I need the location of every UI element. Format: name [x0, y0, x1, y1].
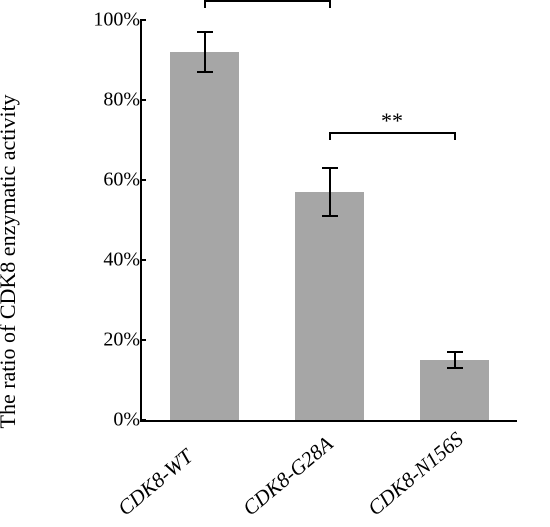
error-cap	[447, 367, 463, 369]
error-cap	[197, 71, 213, 73]
bar	[170, 52, 239, 420]
y-axis-label: The ratio of CDK8 enzymatic activity	[0, 94, 21, 428]
y-tick-mark	[140, 179, 146, 181]
y-tick-label: 80%	[85, 89, 140, 112]
y-tick-label: 20%	[85, 329, 140, 352]
bar	[420, 360, 489, 420]
significance-tick	[329, 0, 331, 8]
y-tick-mark	[140, 19, 146, 21]
error-bar	[329, 168, 331, 216]
y-tick-mark	[140, 99, 146, 101]
y-tick-mark	[140, 339, 146, 341]
plot: ***** 0%20%40%60%80%100%	[85, 20, 515, 420]
y-tick-label: 100%	[85, 9, 140, 32]
error-bar	[454, 352, 456, 368]
error-cap	[322, 167, 338, 169]
significance-label: **	[381, 108, 403, 134]
significance-tick	[204, 0, 206, 8]
error-cap	[322, 215, 338, 217]
error-cap	[447, 351, 463, 353]
significance-tick	[454, 132, 456, 140]
error-bar	[204, 32, 206, 72]
significance-tick	[329, 132, 331, 140]
significance-label: *	[262, 0, 273, 2]
x-axis-label: CDK8-N156S	[363, 427, 468, 521]
y-tick-label: 40%	[85, 249, 140, 272]
y-tick-mark	[140, 259, 146, 261]
y-tick-label: 0%	[85, 409, 140, 432]
x-axis-label: CDK8-WT	[113, 444, 198, 521]
error-cap	[197, 31, 213, 33]
bar	[295, 192, 364, 420]
plot-area: *****	[140, 20, 517, 422]
chart-container: The ratio of CDK8 enzymatic activity ***…	[0, 0, 550, 527]
x-axis-label: CDK8-G28A	[238, 432, 338, 522]
y-tick-mark	[140, 419, 146, 421]
y-tick-label: 60%	[85, 169, 140, 192]
